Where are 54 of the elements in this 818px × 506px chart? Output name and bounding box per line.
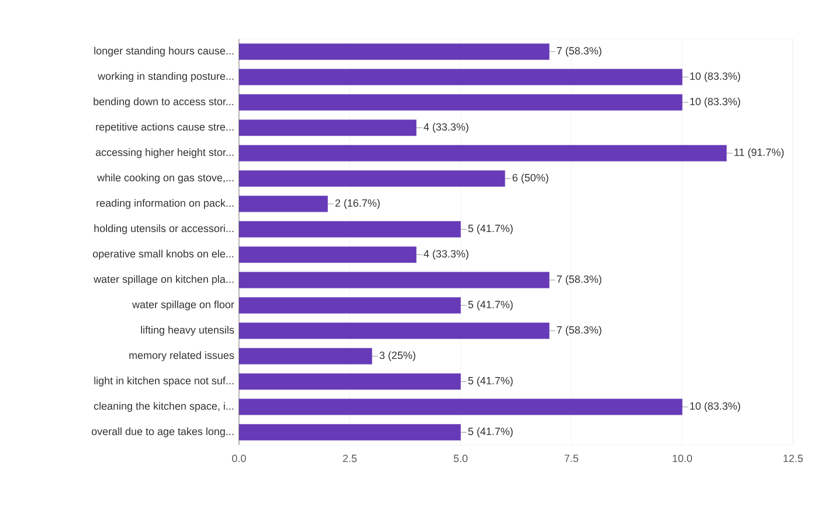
data-label: 5 (41.7%) xyxy=(468,376,513,386)
data-label: 4 (33.3%) xyxy=(424,250,468,260)
bar xyxy=(238,272,550,288)
bar xyxy=(238,43,550,60)
data-label: 10 (83.3%) xyxy=(690,72,740,82)
x-tick-label: 7.5 xyxy=(564,454,578,462)
bar xyxy=(238,348,372,364)
y-tick-label: bending down to access stor... xyxy=(94,98,234,108)
y-tick-label: holding utensils or accessori... xyxy=(94,224,234,234)
y-tick-label: reading information on pack... xyxy=(96,199,234,209)
data-label: 5 (41.7%) xyxy=(468,224,513,234)
bar xyxy=(238,398,682,416)
y-tick-label: light in kitchen space not suf... xyxy=(94,376,234,386)
y-tick-label: working in standing posture... xyxy=(98,72,234,82)
data-label: 7 (58.3%) xyxy=(556,326,602,336)
y-tick-label: water spillage on kitchen pla... xyxy=(94,275,234,285)
bar xyxy=(238,68,682,86)
data-label: 5 (41.7%) xyxy=(468,300,513,310)
y-tick-label: memory related issues xyxy=(129,351,234,362)
data-label: 11 (91.7%) xyxy=(734,148,784,158)
x-tick-label: 0.0 xyxy=(232,454,246,462)
y-tick-label: while cooking on gas stove,... xyxy=(97,174,234,184)
y-tick-label: operative small knobs on ele... xyxy=(92,250,234,260)
y-tick-label: overall due to age takes long... xyxy=(92,427,234,438)
bar xyxy=(238,373,461,390)
data-label: 3 (25%) xyxy=(380,351,416,362)
y-tick-label: cleaning the kitchen space, i... xyxy=(94,402,234,412)
data-label: 7 (58.3%) xyxy=(556,46,602,57)
y-tick-label: lifting heavy utensils xyxy=(141,326,234,336)
y-tick-label: repetitive actions cause stre... xyxy=(96,122,234,133)
data-label: 6 (50%) xyxy=(512,174,548,184)
bar xyxy=(238,246,416,263)
x-tick-label: 12.5 xyxy=(784,454,803,462)
bar xyxy=(238,94,682,111)
data-label: 10 (83.3%) xyxy=(690,98,740,108)
data-label: 10 (83.3%) xyxy=(690,402,740,412)
bar xyxy=(238,196,328,212)
y-tick-label: accessing higher height stor... xyxy=(96,148,234,158)
bar xyxy=(238,424,461,441)
y-tick-label: longer standing hours cause... xyxy=(94,46,234,57)
data-label: 7 (58.3%) xyxy=(556,275,602,285)
bar xyxy=(238,297,461,314)
bar xyxy=(238,120,416,136)
x-tick-label: 5.0 xyxy=(454,454,468,462)
x-tick-label: 10.0 xyxy=(672,454,692,462)
data-label: 2 (16.7%) xyxy=(335,199,380,209)
data-label: 4 (33.3%) xyxy=(424,122,468,133)
bar xyxy=(238,170,506,187)
bar xyxy=(238,221,461,238)
x-tick-label: 2.5 xyxy=(343,454,357,462)
data-label: 5 (41.7%) xyxy=(468,427,513,438)
y-tick-label: water spillage on floor xyxy=(132,300,234,310)
bar xyxy=(238,144,727,162)
bar xyxy=(238,322,550,339)
